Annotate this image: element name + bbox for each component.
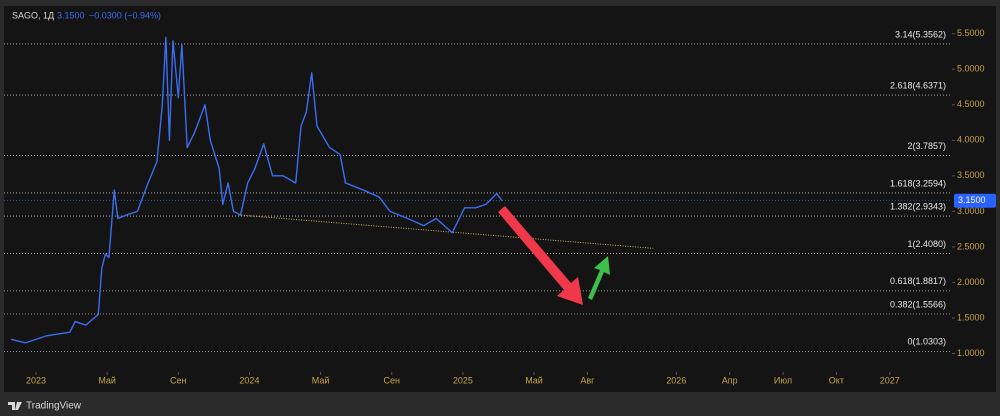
fib-label: 1.382(2.9343) — [890, 201, 946, 211]
time-axis — [4, 372, 996, 392]
x-tick-label: 2026 — [666, 375, 686, 385]
x-tick-label: Сен — [170, 375, 187, 385]
green-arrow — [588, 256, 610, 300]
price-tag — [954, 193, 996, 208]
y-tick-label: 3.5000 — [957, 170, 985, 180]
x-tick-label: 2027 — [880, 375, 900, 385]
price-tag-label: 3.1500 — [958, 195, 986, 205]
y-tick-label: 1.5000 — [957, 312, 985, 322]
y-tick-label: 3.0000 — [957, 206, 985, 216]
x-tick-label: Окт — [829, 375, 844, 385]
plot-area — [4, 6, 952, 372]
x-tick-label: Авг — [580, 375, 595, 385]
x-tick-label: Май — [98, 375, 116, 385]
x-tick-label: 2024 — [239, 375, 259, 385]
x-tick-label: 2025 — [453, 375, 473, 385]
y-tick-label: 1.0000 — [957, 348, 985, 358]
y-tick-label: 2.0000 — [957, 277, 985, 287]
fib-label: 1.618(3.2594) — [890, 178, 946, 188]
price-axis — [952, 6, 996, 372]
fib-label: 3.14(5.3562) — [895, 29, 946, 39]
fib-label: 0.382(1.5566) — [890, 299, 946, 309]
y-tick-label: 5.0000 — [957, 64, 985, 74]
x-tick-label: Май — [525, 375, 543, 385]
fib-label: 2(3.7857) — [907, 141, 946, 151]
y-tick-label: 4.5000 — [957, 99, 985, 109]
x-tick-label: 2023 — [26, 375, 46, 385]
brand: TradingView — [26, 401, 82, 412]
symbol: SAGO, 1Д — [12, 10, 54, 20]
logo: TradingView — [8, 401, 82, 412]
arrows — [498, 206, 610, 305]
fib-label: 0(1.0303) — [907, 337, 946, 347]
x-tick-label: Апр — [722, 375, 738, 385]
y-tick-label: 4.0000 — [957, 135, 985, 145]
last-price: 3.1500 — [57, 10, 85, 20]
fib-label: 2.618(4.6371) — [890, 80, 946, 90]
fib-label: 1(2.4080) — [907, 239, 946, 249]
change: −0.0300 (−0.94%) — [89, 10, 161, 20]
y-tick-label: 2.5000 — [957, 241, 985, 251]
trendline — [238, 214, 654, 249]
x-tick-label: Июл — [774, 375, 792, 385]
price-line — [10, 36, 503, 344]
x-tick-label: Май — [312, 375, 330, 385]
red-arrow — [498, 206, 583, 305]
logo-icon — [8, 402, 22, 410]
fib-label: 0.618(1.8817) — [890, 276, 946, 286]
y-tick-label: 5.5000 — [957, 28, 985, 38]
x-tick-label: Сен — [383, 375, 400, 385]
